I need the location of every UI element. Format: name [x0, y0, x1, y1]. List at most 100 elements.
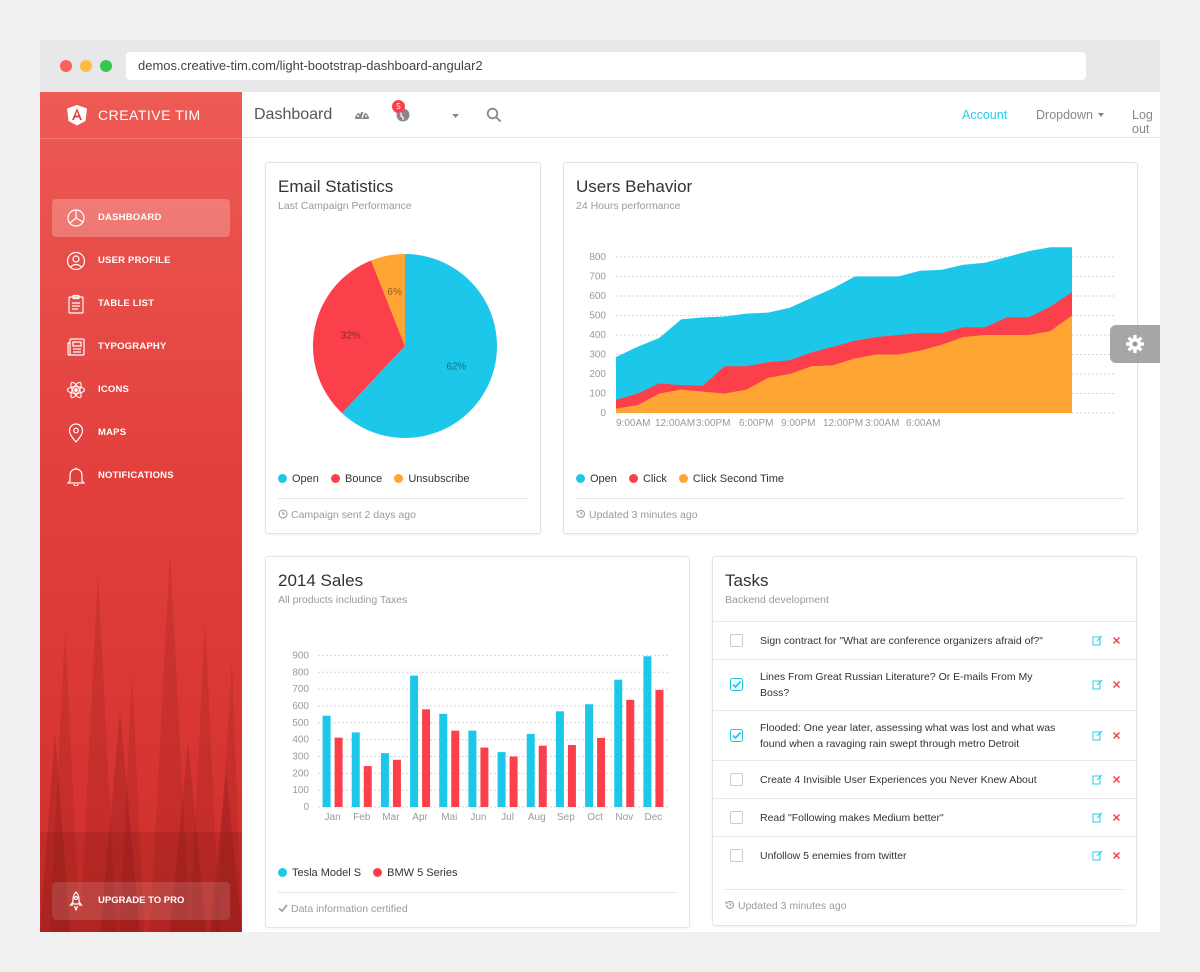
logout-link[interactable]: Log out [1132, 108, 1153, 136]
y-tick-label: 600 [292, 701, 309, 712]
page-title[interactable]: Dashboard [254, 106, 333, 123]
address-bar[interactable]: demos.creative-tim.com/light-bootstrap-d… [126, 52, 1086, 80]
caret-down-icon [1097, 113, 1104, 117]
pie-value-label: 32% [341, 331, 361, 342]
legend-item-unsubscribe: Unsubscribe [394, 473, 470, 485]
dashboard-speedometer-icon[interactable] [354, 107, 370, 123]
x-tick-label: 9:00AM [616, 418, 650, 429]
window-maximize-button[interactable] [100, 60, 112, 72]
dropdown-toggle[interactable]: Dropdown [1036, 108, 1104, 122]
dropdown-label: Dropdown [1036, 108, 1093, 122]
edit-icon[interactable] [1092, 730, 1103, 741]
sidebar-item-dashboard[interactable]: DASHBOARD [52, 199, 230, 237]
bar-bmw-5-series-dec [655, 689, 664, 807]
sidebar-item-maps[interactable]: MAPS [52, 414, 230, 452]
edit-icon[interactable] [1092, 635, 1103, 646]
task-checkbox-checked[interactable] [730, 678, 743, 691]
task-checkbox-checked[interactable] [730, 729, 743, 742]
bar-bmw-5-series-jan [334, 737, 343, 807]
bar-bmw-5-series-mai [451, 730, 460, 807]
area-series-click-second-time [616, 315, 1072, 413]
y-tick-label: 100 [292, 785, 309, 796]
bar-tesla-model-s-jan [322, 715, 331, 807]
close-icon[interactable] [1112, 731, 1121, 740]
y-tick-label: 300 [589, 350, 606, 361]
card-title: Users Behavior [576, 177, 693, 196]
bar-bmw-5-series-aug [538, 745, 547, 807]
legend-label: BMW 5 Series [387, 867, 458, 879]
bar-tesla-model-s-jul [497, 752, 506, 807]
browser-window: demos.creative-tim.com/light-bootstrap-d… [40, 40, 1160, 932]
footer-text: Data information certified [291, 903, 408, 915]
task-checkbox[interactable] [730, 773, 743, 786]
card-footer: Updated 3 minutes ago [576, 509, 698, 521]
account-link[interactable]: Account [962, 108, 1008, 122]
close-icon[interactable] [1112, 680, 1121, 689]
window-minimize-button[interactable] [80, 60, 92, 72]
bell-icon [66, 467, 86, 486]
task-checkbox[interactable] [730, 634, 743, 647]
rocket-icon [69, 891, 83, 911]
sidebar-item-label: TYPOGRAPHY [98, 341, 167, 352]
task-text: Read "Following makes Medium better" [760, 812, 944, 824]
edit-icon[interactable] [1092, 850, 1103, 861]
sidebar-item-notifications[interactable]: NOTIFICATIONS [52, 457, 230, 495]
pie-slice-bounce [313, 260, 405, 414]
task-row: Sign contract for "What are conference o… [713, 621, 1136, 659]
close-icon[interactable] [1112, 636, 1121, 645]
sidebar-item-icons[interactable]: ICONS [52, 371, 230, 409]
task-text: Flooded: One year later, assessing what … [760, 722, 1056, 750]
sidebar-item-user-profile[interactable]: USER PROFILE [52, 242, 230, 280]
sidebar-item-table-list[interactable]: TABLE LIST [52, 285, 230, 323]
x-tick-label: Oct [587, 812, 603, 823]
sidebar-item-typography[interactable]: TYPOGRAPHY [52, 328, 230, 366]
clipboard-icon [68, 294, 84, 314]
edit-icon[interactable] [1092, 774, 1103, 785]
sidebar-logo[interactable]: CREATIVE TIM [40, 92, 242, 139]
legend-dot [576, 474, 585, 483]
top-navbar: Dashboard 5 Account Dropdown Log out [242, 92, 1160, 138]
y-tick-label: 700 [589, 272, 606, 283]
user-icon [66, 251, 86, 271]
bar-tesla-model-s-feb [351, 732, 360, 807]
footer-text: Campaign sent 2 days ago [291, 509, 416, 521]
legend-dot [373, 868, 383, 877]
window-close-button[interactable] [60, 60, 72, 72]
search-icon[interactable] [486, 107, 502, 123]
upgrade-to-pro-button[interactable]: UPGRADE TO PRO [52, 882, 230, 920]
bar-tesla-model-s-mai [439, 713, 448, 807]
sales-2014-card: 2014 Sales All products including Taxes … [265, 556, 690, 928]
legend-dot [278, 474, 287, 483]
x-tick-label: Aug [528, 812, 546, 823]
task-text: Unfollow 5 enemies from twitter [760, 850, 907, 862]
task-row: Create 4 Invisible User Experiences you … [713, 760, 1136, 798]
legend-dot [394, 474, 404, 483]
close-icon[interactable] [1112, 813, 1121, 822]
y-tick-label: 800 [292, 667, 309, 678]
tasks-card: Tasks Backend development Sign contract … [712, 556, 1137, 926]
task-row: Flooded: One year later, assessing what … [713, 710, 1136, 760]
x-tick-label: Feb [353, 812, 371, 823]
edit-icon[interactable] [1092, 812, 1103, 823]
y-tick-label: 0 [600, 408, 606, 419]
card-divider [278, 498, 528, 499]
card-footer: Campaign sent 2 days ago [278, 509, 416, 521]
edit-icon[interactable] [1092, 679, 1103, 690]
close-icon[interactable] [1112, 775, 1121, 784]
close-icon[interactable] [1112, 851, 1121, 860]
task-checkbox[interactable] [730, 811, 743, 824]
x-tick-label: Mai [441, 812, 457, 823]
pie-chart-icon [67, 209, 85, 227]
sidebar-item-label: NOTIFICATIONS [98, 470, 174, 481]
y-tick-label: 800 [589, 252, 606, 263]
y-tick-label: 0 [303, 802, 309, 813]
task-row: Unfollow 5 enemies from twitter [713, 836, 1136, 874]
task-checkbox[interactable] [730, 849, 743, 862]
settings-plugin-toggle[interactable] [1110, 325, 1160, 363]
email-statistics-card: Email Statistics Last Campaign Performan… [265, 162, 541, 534]
x-tick-label: 3:00AM [865, 418, 899, 429]
bar-tesla-model-s-jun [468, 730, 477, 807]
angular-logo-icon [67, 105, 87, 126]
legend-item-click: Click [628, 473, 667, 485]
